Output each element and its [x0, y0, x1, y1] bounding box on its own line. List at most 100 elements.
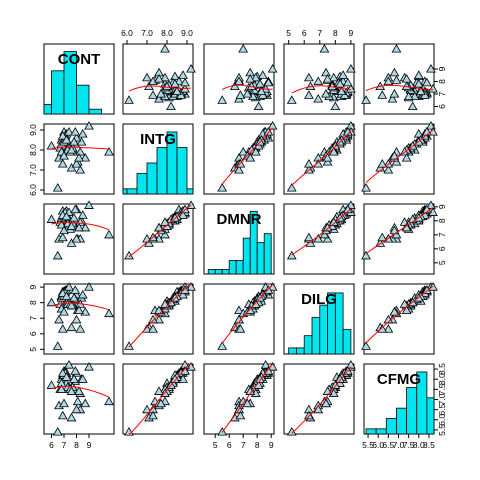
loess-smoother-line — [128, 85, 192, 92]
data-point — [335, 212, 345, 222]
panel-intg-vs-dmnr — [203, 120, 278, 195]
data-point — [415, 86, 426, 96]
panel-cfmg-vs-dilg — [283, 360, 356, 436]
data-point — [303, 72, 314, 82]
histogram-bar — [186, 188, 194, 195]
data-point — [56, 384, 67, 393]
data-point — [342, 77, 353, 87]
data-point — [235, 324, 246, 333]
data-point — [263, 77, 274, 87]
data-point — [389, 88, 400, 98]
tick-label: 6 — [28, 331, 38, 336]
loess-smoother-line — [221, 127, 273, 185]
data-point — [59, 225, 69, 235]
data-point — [74, 222, 84, 232]
variable-name-intg: INTG — [140, 131, 176, 148]
tick-label: 9 — [28, 284, 38, 289]
data-point — [84, 200, 94, 209]
data-point — [77, 128, 88, 138]
panel-cont-vs-dilg — [283, 43, 356, 115]
data-point — [69, 374, 79, 383]
panel-cfmg-vs-intg — [122, 360, 196, 436]
data-point — [377, 90, 388, 99]
data-point — [361, 341, 371, 350]
data-point — [391, 75, 402, 84]
data-point — [172, 86, 182, 96]
histogram-bar — [228, 260, 237, 275]
data-point — [57, 232, 68, 242]
data-point — [80, 398, 91, 408]
tick-label: 6.0 — [121, 28, 133, 38]
data-point — [57, 324, 68, 333]
data-point — [75, 324, 86, 333]
data-point — [77, 374, 88, 383]
histogram-bar — [214, 269, 223, 275]
data-point — [336, 86, 347, 96]
variable-name-dilg: DILG — [301, 291, 337, 308]
tick-label: 6 — [437, 104, 447, 109]
tick-label: 9.0 — [28, 124, 38, 136]
data-point — [160, 43, 170, 53]
data-point — [428, 83, 438, 93]
data-point — [74, 305, 84, 314]
data-point — [77, 289, 88, 299]
loess-smoother-line — [221, 84, 273, 91]
data-point — [170, 292, 180, 302]
data-point — [84, 120, 94, 130]
data-point — [257, 70, 268, 79]
data-point — [66, 144, 77, 154]
data-point — [124, 341, 134, 350]
tick-label: 7 — [317, 28, 322, 38]
panel-cfmg-vs-cfmg: CFMG — [363, 363, 435, 435]
data-point — [255, 78, 265, 88]
tick-label: 7 — [437, 91, 447, 96]
data-point — [389, 150, 400, 160]
data-point — [66, 412, 77, 422]
data-point — [361, 250, 371, 260]
panel-dmnr-vs-dmnr: DMNR — [203, 203, 275, 275]
data-point — [70, 366, 81, 375]
panel-intg-vs-cont — [43, 120, 115, 195]
data-point — [72, 396, 83, 406]
histogram-bar — [385, 418, 397, 435]
data-point — [401, 305, 412, 314]
data-point — [328, 72, 339, 82]
histogram-bar — [334, 292, 344, 355]
data-point — [104, 396, 114, 406]
tick-label: 6.0 — [28, 184, 38, 196]
tick-label: 6.5 — [382, 440, 394, 450]
data-point — [321, 398, 331, 408]
data-point — [148, 90, 158, 99]
data-point — [46, 214, 57, 223]
histogram-bar — [365, 428, 377, 435]
data-point — [69, 212, 79, 222]
data-point — [383, 158, 394, 168]
loess-smoother-line — [51, 385, 110, 398]
data-point — [186, 63, 196, 73]
tick-label: 7.0 — [437, 393, 447, 405]
data-point — [154, 314, 164, 324]
data-point — [322, 73, 333, 83]
data-point — [250, 146, 261, 156]
data-point — [267, 120, 278, 130]
data-point — [69, 136, 79, 146]
data-point — [156, 88, 166, 98]
tick-label: 9 — [349, 28, 354, 38]
loess-smoother-line — [365, 84, 434, 92]
loess-smoother-line — [51, 302, 110, 311]
data-point — [303, 90, 314, 99]
data-point — [235, 90, 246, 99]
data-point — [234, 164, 244, 174]
data-point — [75, 164, 86, 174]
data-point — [70, 126, 81, 136]
data-point — [303, 158, 314, 168]
histogram-bar — [221, 269, 230, 275]
loess-smoother-line — [291, 130, 352, 186]
data-point — [178, 289, 188, 299]
data-point — [74, 386, 84, 395]
data-point — [313, 93, 324, 103]
panel-intg-vs-intg: INTG — [122, 123, 194, 195]
data-point — [52, 250, 63, 260]
data-point — [234, 76, 244, 86]
data-point — [46, 140, 57, 150]
